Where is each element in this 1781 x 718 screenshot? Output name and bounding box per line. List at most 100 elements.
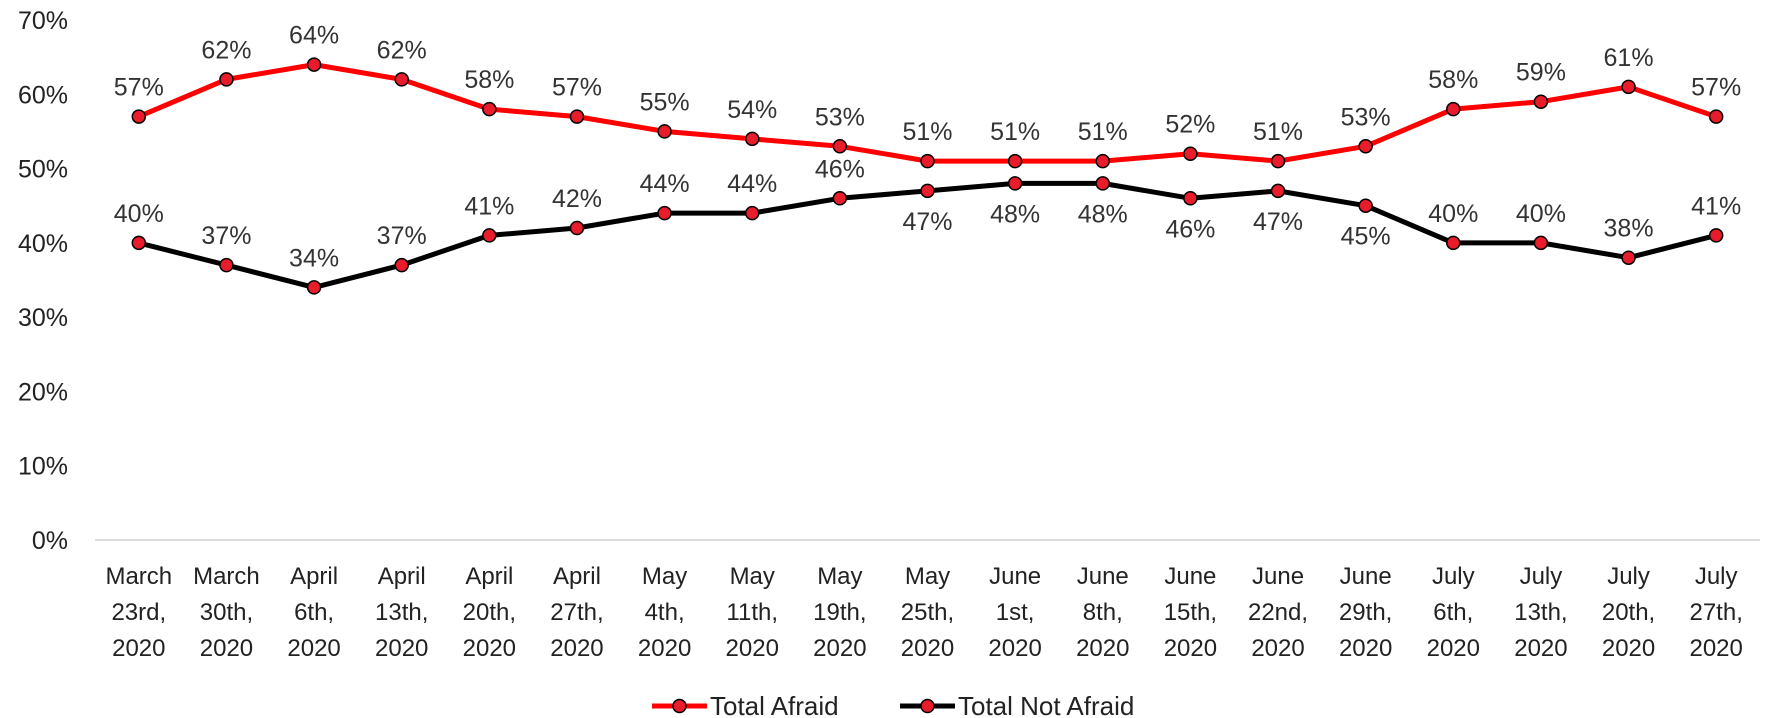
data-label: 52% <box>1165 111 1215 139</box>
x-tick-label: 2020 <box>813 635 866 662</box>
y-tick-label: 70% <box>18 7 68 35</box>
data-point <box>219 72 234 87</box>
x-tick-label: 2020 <box>112 635 165 662</box>
data-label: 38% <box>1604 215 1654 243</box>
data-point <box>1270 183 1286 199</box>
data-label: 41% <box>1691 192 1741 220</box>
x-tick-label: 6th, <box>294 599 334 626</box>
x-axis: March 23rd, 2020 March 30th, 2020 April 6th, 202… <box>105 563 1742 662</box>
x-tick-label: 2020 <box>375 635 428 662</box>
x-tick-label: 2020 <box>550 635 603 662</box>
x-tick-label: April <box>290 563 338 590</box>
data-label: 64% <box>289 22 339 50</box>
x-tick-label: June <box>989 563 1041 590</box>
x-tick-label: 2020 <box>1602 635 1655 662</box>
x-tick-label: June <box>1252 563 1304 590</box>
x-tick-label: 1st, <box>996 599 1035 626</box>
data-point <box>1183 146 1198 161</box>
x-tick-label: June <box>1077 563 1129 590</box>
x-tick-label: 22nd, <box>1248 599 1308 626</box>
series-line <box>137 62 1718 164</box>
data-label: 46% <box>1165 215 1215 243</box>
legend-label: Total Not Afraid <box>958 691 1134 718</box>
data-label: 62% <box>377 36 427 64</box>
x-tick-label: 30th, <box>200 599 253 626</box>
data-label: 44% <box>727 170 777 198</box>
x-tick-label: May <box>905 563 950 590</box>
data-point <box>482 228 497 243</box>
data-label: 59% <box>1516 59 1566 87</box>
x-tick-label: 19th, <box>813 599 866 626</box>
x-tick-label: 2020 <box>1339 635 1392 662</box>
data-label: 47% <box>902 208 952 236</box>
data-point <box>1270 153 1286 169</box>
data-label: 44% <box>640 170 690 198</box>
data-point <box>657 124 672 139</box>
y-tick-label: 10% <box>18 453 68 481</box>
data-point <box>920 153 935 169</box>
data-label: 42% <box>552 185 602 213</box>
data-label: 51% <box>1253 118 1303 146</box>
x-tick-label: May <box>642 563 687 590</box>
data-point <box>131 109 147 124</box>
data-label: 40% <box>1516 200 1566 228</box>
x-tick-label: 20th, <box>1602 599 1655 626</box>
data-label: 40% <box>114 200 164 228</box>
x-tick-label: 29th, <box>1339 599 1392 626</box>
x-tick-label: July <box>1695 563 1738 590</box>
data-point <box>1533 94 1549 109</box>
x-tick-label: 2020 <box>287 635 340 662</box>
x-tick-label: 2020 <box>988 635 1041 662</box>
data-point <box>657 205 672 221</box>
data-point <box>1621 250 1636 265</box>
x-tick-label: 25th, <box>901 599 954 626</box>
data-label: 55% <box>640 88 690 116</box>
data-point <box>306 57 322 72</box>
x-tick-label: June <box>1164 563 1216 590</box>
data-label: 53% <box>1341 103 1391 131</box>
data-point <box>1533 235 1549 251</box>
x-tick-label: 13th, <box>375 599 428 626</box>
data-label: 57% <box>1691 74 1741 102</box>
x-tick-label: 20th, <box>463 599 516 626</box>
data-point <box>920 183 935 199</box>
data-point <box>131 235 147 251</box>
data-label: 47% <box>1253 208 1303 236</box>
x-tick-label: May <box>730 563 775 590</box>
data-point <box>1095 176 1111 191</box>
data-labels: 57% 62% 64% 62% 58% 57% 55% 54% 53% 51% 51% 51% 52% 5… <box>114 22 1741 273</box>
x-tick-label: May <box>817 563 862 590</box>
x-tick-label: April <box>553 563 601 590</box>
x-tick-label: 27th, <box>1689 599 1742 626</box>
data-label: 58% <box>464 66 514 94</box>
x-tick-label: 2020 <box>1689 635 1742 662</box>
x-tick-label: July <box>1520 563 1563 590</box>
data-point <box>1446 235 1461 251</box>
data-point <box>1708 228 1724 243</box>
x-tick-label: 2020 <box>200 635 253 662</box>
x-tick-label: 15th, <box>1164 599 1217 626</box>
data-label: 48% <box>1078 200 1128 228</box>
data-point <box>1095 153 1111 169</box>
y-tick-label: 50% <box>18 156 68 184</box>
y-axis: 0% 10% 20% 30% 40% 50% 60% 70% <box>18 7 68 555</box>
data-label: 57% <box>114 74 164 102</box>
data-point <box>832 191 848 206</box>
data-label: 53% <box>815 103 865 131</box>
x-tick-label: 2020 <box>1427 635 1480 662</box>
data-point <box>306 280 322 295</box>
data-label: 51% <box>1078 118 1128 146</box>
data-label: 41% <box>464 192 514 220</box>
data-point <box>482 101 497 117</box>
x-tick-label: April <box>465 563 513 590</box>
data-label: 58% <box>1428 66 1478 94</box>
data-label: 40% <box>1428 200 1478 228</box>
x-tick-label: 2020 <box>463 635 516 662</box>
data-point <box>1007 153 1023 169</box>
data-point <box>1358 139 1373 154</box>
x-tick-label: 6th, <box>1433 599 1473 626</box>
legend-label: Total Afraid <box>710 691 839 718</box>
data-point <box>1446 101 1461 117</box>
data-point <box>1358 198 1373 213</box>
data-point <box>744 205 760 221</box>
